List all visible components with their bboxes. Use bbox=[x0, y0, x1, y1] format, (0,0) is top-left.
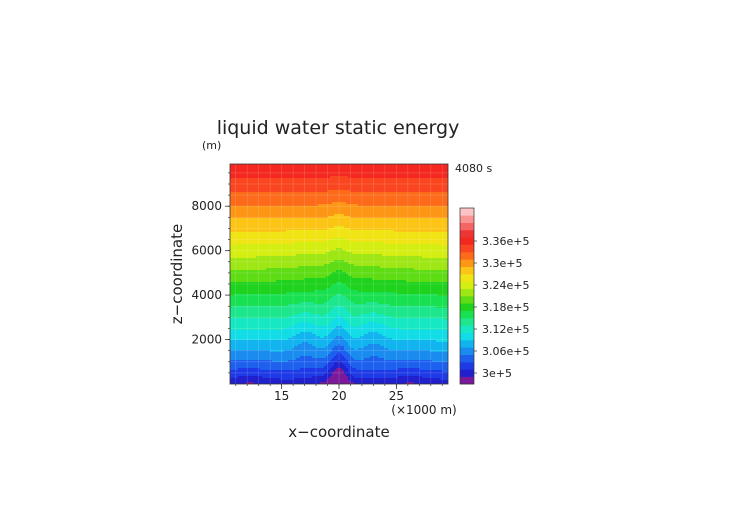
colorbar-segment bbox=[460, 244, 474, 253]
colorbar: 3e+5 3.06e+5 3.12e+5 3.18e+5 3.24e+5 3.3e+5 3.… bbox=[459, 207, 529, 385]
x-unit-label: (×1000 m) bbox=[391, 403, 456, 417]
colorbar-segment bbox=[460, 296, 474, 304]
y-tick-label: 4000 bbox=[191, 288, 222, 302]
colorbar-segment bbox=[460, 332, 474, 341]
colorbar-segment bbox=[460, 274, 474, 282]
colorbar-segment bbox=[460, 347, 474, 355]
colorbar-segment bbox=[460, 369, 474, 377]
colorbar-tick-label: 3e+5 bbox=[482, 367, 512, 380]
grid-lines bbox=[230, 164, 448, 384]
contour-field bbox=[230, 164, 448, 384]
x-tick-label: 25 bbox=[389, 389, 404, 403]
colorbar-tick-label: 3.3e+5 bbox=[482, 257, 522, 270]
y-tick-label: 6000 bbox=[191, 244, 222, 258]
colorbar-tick-label: 3.36e+5 bbox=[482, 235, 529, 248]
colorbar-segment bbox=[460, 266, 474, 275]
x-tick-label: 15 bbox=[274, 389, 289, 403]
colorbar-segment bbox=[460, 215, 474, 223]
x-axis-label: x−coordinate bbox=[288, 423, 389, 441]
colorbar-tick-label: 3.18e+5 bbox=[482, 301, 529, 314]
colorbar-segment bbox=[460, 252, 474, 260]
colorbar-segment bbox=[460, 288, 474, 297]
colorbar-segment bbox=[460, 354, 474, 363]
colorbar-segment bbox=[460, 362, 474, 370]
y-unit-label: (m) bbox=[202, 139, 221, 152]
x-axis: 15 20 25 bbox=[235, 384, 443, 403]
colorbar-segment bbox=[460, 237, 474, 245]
colorbar-tick-label: 3.24e+5 bbox=[482, 279, 529, 292]
colorbar-segment bbox=[460, 318, 474, 326]
colorbar-segment bbox=[460, 303, 474, 311]
time-label: 4080 s bbox=[455, 162, 492, 175]
colorbar-segment bbox=[460, 376, 474, 385]
colorbar-segment bbox=[460, 230, 474, 238]
y-tick-label: 8000 bbox=[191, 199, 222, 213]
colorbar-tick-label: 3.12e+5 bbox=[482, 323, 529, 336]
x-tick-label: 20 bbox=[331, 389, 346, 403]
colorbar-segment bbox=[460, 281, 474, 289]
y-axis: 2000 4000 6000 8000 bbox=[191, 172, 230, 374]
colorbar-segment bbox=[460, 222, 474, 231]
y-tick-label: 2000 bbox=[191, 333, 222, 347]
colorbar-tick-label: 3.06e+5 bbox=[482, 345, 529, 358]
chart-title: liquid water static energy bbox=[217, 117, 460, 139]
colorbar-segment bbox=[460, 208, 474, 216]
colorbar-segment bbox=[460, 325, 474, 333]
colorbar-segment bbox=[460, 340, 474, 348]
y-axis-label: z−coordinate bbox=[168, 224, 186, 324]
colorbar-segment bbox=[460, 259, 474, 267]
colorbar-frame bbox=[459, 207, 475, 385]
colorbar-segment bbox=[460, 310, 474, 319]
